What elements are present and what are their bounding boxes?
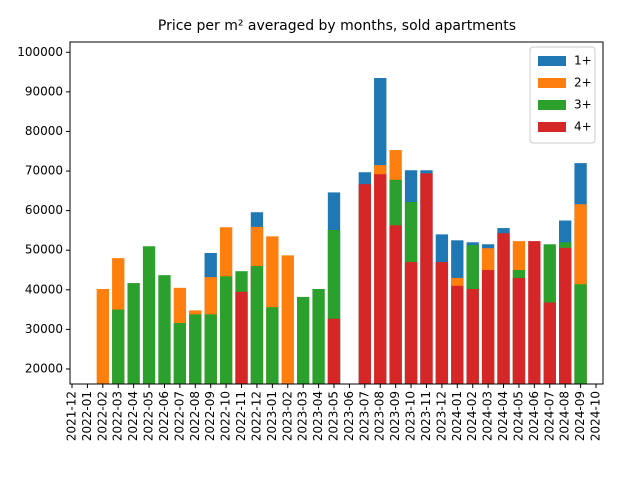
bar (297, 296, 310, 384)
bar (404, 262, 418, 384)
x-tick-label: 2022-07 (172, 391, 186, 441)
x-tick-label: 2024-04 (496, 391, 510, 441)
legend-box (529, 46, 596, 144)
x-tick-label: 2022-08 (188, 391, 202, 441)
chart-title: Price per m² averaged by months, sold ap… (158, 18, 516, 34)
x-tick-label: 2024-01 (450, 391, 464, 441)
x-tick-label: 2023-08 (373, 391, 387, 441)
bar (281, 255, 294, 384)
bar (173, 323, 187, 384)
x-tick-label: 2023-11 (419, 391, 433, 441)
legend-swatch (538, 56, 566, 66)
x-tick-label: 2022-01 (80, 391, 94, 441)
x-tick-label: 2022-10 (219, 391, 233, 441)
y-tick-label: 50000 (25, 243, 63, 257)
x-tick-label: 2024-02 (465, 391, 479, 441)
bar (189, 314, 202, 384)
legend-swatch (538, 78, 566, 88)
bar (559, 247, 572, 384)
legend-label: 2+ (574, 76, 592, 90)
x-tick-label: 2024-10 (589, 391, 603, 441)
bar (358, 184, 371, 384)
bar (435, 262, 449, 384)
bar (219, 276, 233, 384)
bar (389, 225, 402, 384)
y-tick-label: 20000 (25, 361, 63, 375)
x-tick-label: 2022-05 (142, 391, 156, 441)
y-tick-label: 100000 (17, 45, 63, 59)
legend-swatch (538, 100, 566, 110)
bar (374, 174, 387, 384)
bar (96, 289, 109, 384)
x-tick-label: 2023-03 (296, 391, 310, 441)
x-tick-label: 2024-09 (573, 391, 587, 441)
x-tick-label: 2022-04 (126, 391, 140, 441)
x-tick-label: 2021-12 (65, 391, 79, 441)
bar (451, 285, 464, 384)
bar (497, 233, 510, 384)
x-tick-label: 2024-07 (542, 391, 556, 441)
x-tick-label: 2023-04 (311, 391, 325, 441)
x-tick-label: 2023-12 (434, 391, 448, 441)
y-tick-label: 80000 (25, 124, 63, 138)
bar (204, 314, 217, 384)
bar (327, 318, 341, 384)
bar (481, 270, 495, 384)
y-tick-label: 40000 (25, 282, 63, 296)
bar (142, 246, 156, 384)
y-tick-label: 70000 (25, 164, 63, 178)
bar (312, 289, 325, 384)
x-tick-label: 2023-07 (357, 391, 371, 441)
x-tick-label: 2022-11 (234, 391, 248, 441)
bar (127, 283, 140, 384)
x-tick-label: 2022-02 (95, 391, 109, 441)
bar (466, 289, 479, 384)
x-tick-label: 2023-09 (388, 391, 402, 441)
bar (250, 266, 264, 384)
legend-label: 4+ (574, 120, 592, 134)
y-tick-label: 60000 (25, 203, 63, 217)
legend-label: 3+ (574, 98, 592, 112)
x-tick-label: 2022-06 (157, 391, 171, 441)
bar (235, 291, 248, 384)
x-tick-label: 2023-06 (342, 391, 356, 441)
x-tick-label: 2023-01 (265, 391, 279, 441)
bar (420, 173, 433, 384)
x-tick-label: 2024-06 (527, 391, 541, 441)
bar (266, 307, 279, 384)
legend-swatch (538, 122, 566, 132)
x-tick-label: 2024-03 (481, 391, 495, 441)
bar (543, 302, 556, 384)
legend: 1+ 2+ 3+ 4+ (529, 46, 596, 144)
bar (528, 241, 541, 384)
bar (512, 277, 526, 384)
y-tick-label: 30000 (25, 322, 63, 336)
plot-frame (69, 41, 604, 385)
x-tick-label: 2023-05 (327, 391, 341, 441)
x-tick-label: 2022-03 (111, 391, 125, 441)
x-tick-label: 2023-02 (280, 391, 294, 441)
bar (574, 284, 587, 384)
y-tick-label: 90000 (25, 84, 63, 98)
x-tick-label: 2024-08 (558, 391, 572, 441)
bar (112, 309, 125, 384)
x-tick-label: 2022-12 (249, 391, 263, 441)
x-tick-label: 2022-09 (203, 391, 217, 441)
x-tick-label: 2024-05 (511, 391, 525, 441)
legend-label: 1+ (574, 54, 592, 68)
x-tick-label: 2023-10 (404, 391, 418, 441)
bar (158, 275, 171, 384)
